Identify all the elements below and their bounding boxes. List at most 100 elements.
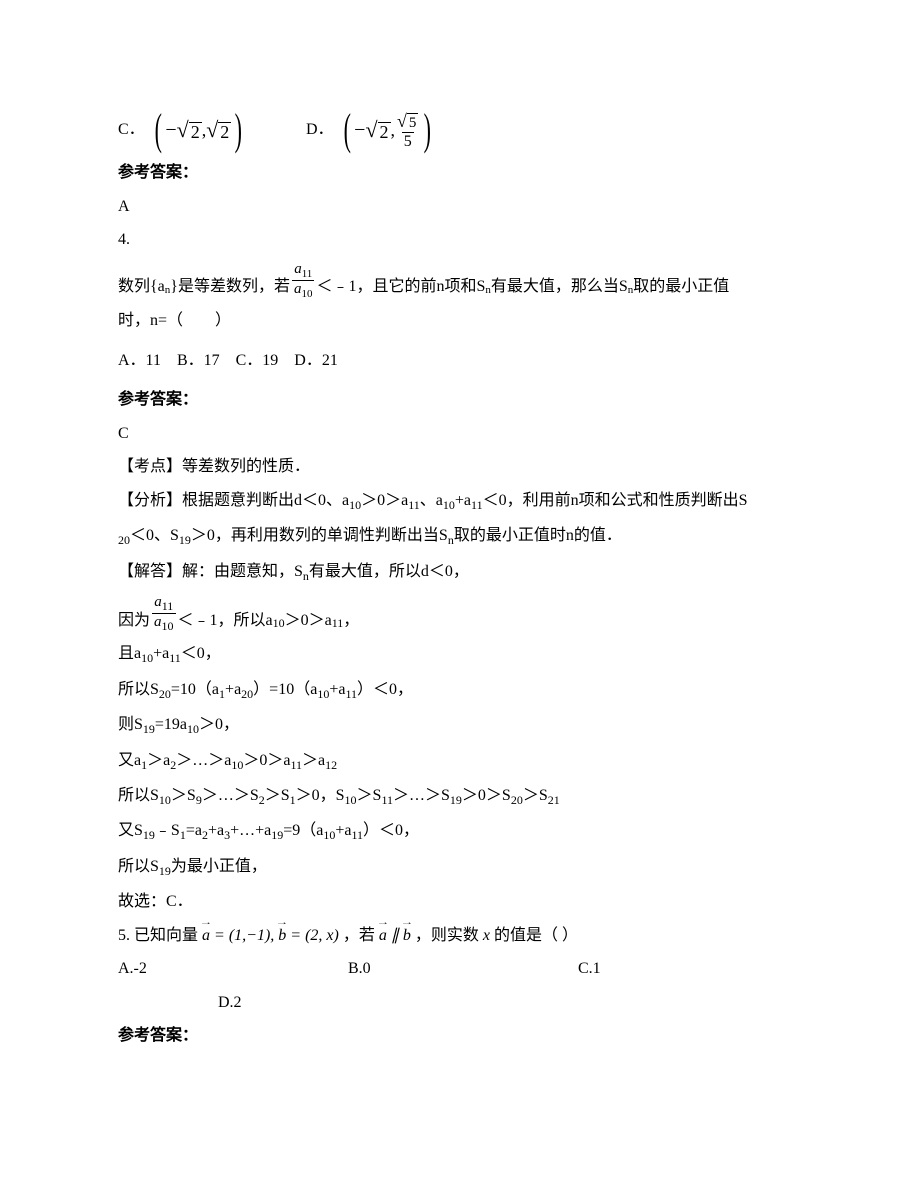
jl5b: =19a bbox=[155, 716, 187, 733]
fl2c: 取的最小正值时n的值． bbox=[454, 527, 622, 544]
q4-number: 4. bbox=[118, 227, 810, 253]
q4-jieda-l1: 【解答】解：由题意知，Sn有最大值，所以d＜0， bbox=[118, 559, 810, 586]
jl6s5: 12 bbox=[325, 758, 337, 772]
q5-x: x bbox=[479, 927, 494, 944]
jl3s1: 10 bbox=[141, 652, 153, 666]
jl3s2: 11 bbox=[169, 652, 181, 666]
jl7s5: 10 bbox=[345, 793, 357, 807]
q4-stem-line2: 时，n=（ ） bbox=[118, 308, 810, 334]
q5-vec-a2: a bbox=[379, 923, 387, 949]
fenxi-t1: 根据题意判断出d＜0、a bbox=[182, 492, 349, 509]
jl5a: 则S bbox=[118, 716, 143, 733]
jl2fds: 10 bbox=[162, 619, 174, 633]
q4-jieda-l6: 又a1＞a2＞…＞a10＞0＞a11＞a12 bbox=[118, 748, 810, 775]
jl2s2: 11 bbox=[332, 614, 344, 633]
jl5c: ＞0， bbox=[199, 716, 239, 733]
jl6d: ＞0＞a bbox=[243, 752, 290, 769]
q4-options: A．11 B．17 C．19 D．21 bbox=[118, 348, 810, 374]
q5-sb: ，若 bbox=[343, 927, 375, 944]
fl2s2: 19 bbox=[179, 534, 191, 548]
jl8g: +a bbox=[335, 822, 351, 839]
jl2c: ＞0＞a bbox=[285, 608, 332, 634]
jl2d: ， bbox=[343, 608, 359, 634]
q3-opt-d-interval: ( − √2 , √5 5 ) bbox=[340, 108, 436, 152]
q5-sa: 已知向量 bbox=[134, 927, 198, 944]
jl4a: 所以S bbox=[118, 681, 159, 698]
q5-vec-b: b bbox=[278, 923, 286, 949]
q5-eqa: = (1,−1), bbox=[210, 927, 278, 944]
jl2-frac: a11 a10 bbox=[152, 594, 176, 633]
q4-frac-num-sub: 11 bbox=[302, 268, 313, 280]
jl4b: =10（a bbox=[171, 681, 219, 698]
jl8h: ）＜0， bbox=[363, 822, 419, 839]
fs4: 11 bbox=[471, 498, 483, 512]
q3-opt-c-interval: ( − √2 , √2 ) bbox=[151, 108, 246, 152]
fs1: 10 bbox=[349, 498, 361, 512]
jl7s6: 11 bbox=[381, 793, 393, 807]
jl7f: ＞S bbox=[357, 787, 382, 804]
q4-answer-heading: 参考答案： bbox=[118, 387, 810, 413]
jl4e: +a bbox=[329, 681, 345, 698]
jl8c: =a bbox=[186, 822, 202, 839]
q5-opt-a: A.-2 bbox=[118, 956, 348, 982]
jl8s1: 19 bbox=[143, 829, 155, 843]
jl7d: ＞S bbox=[265, 787, 290, 804]
jl4c: +a bbox=[225, 681, 241, 698]
jl8e: +…+a bbox=[230, 822, 271, 839]
fenxi-t1e: ＜0，利用前n项和公式和性质判断出S bbox=[483, 492, 748, 509]
q3-options-cd: C． ( − √2 , √2 ) D． ( − √2 , √5 5 ) bbox=[118, 108, 810, 152]
q4-jieda-l2: 因为 a11 a10 ＜﹣1，所以a10＞0＞a11， bbox=[118, 594, 810, 633]
q5-answer-heading: 参考答案： bbox=[118, 1023, 810, 1049]
jl2fns: 11 bbox=[162, 599, 174, 613]
jl4f: ）＜0， bbox=[357, 681, 413, 698]
q4-stem-p2b: 有最大值，那么当S bbox=[491, 274, 628, 300]
jl4s4: 10 bbox=[317, 687, 329, 701]
q4-stem-p1: 数列{a bbox=[118, 274, 165, 300]
jl3c: ＜0， bbox=[181, 645, 221, 662]
jl9b: 为最小正值， bbox=[171, 858, 267, 875]
q3-opt-d-label: D． bbox=[306, 117, 334, 143]
q4-fraction-a11-a10: a11 a10 bbox=[292, 261, 315, 300]
jl8b: ﹣S bbox=[155, 822, 180, 839]
fenxi-label: 【分析】 bbox=[118, 492, 182, 509]
q3-answer-heading: 参考答案： bbox=[118, 160, 810, 186]
jl9s1: 19 bbox=[159, 864, 171, 878]
q5-num: 5. bbox=[118, 927, 134, 944]
jl1a: 解：由题意知，S bbox=[182, 563, 303, 580]
kaodian-label: 【考点】 bbox=[118, 458, 182, 475]
q4-stem-p2: ＜﹣1，且它的前n项和S bbox=[316, 274, 485, 300]
jl7s7: 19 bbox=[450, 793, 462, 807]
q5-options-row1: A.-2 B.0 C.1 bbox=[118, 956, 810, 982]
q4-jieda-l3: 且a10+a11＜0， bbox=[118, 641, 810, 668]
jl7b: ＞S bbox=[171, 787, 196, 804]
jl2fn: a bbox=[154, 594, 162, 610]
jl6a: 又a bbox=[118, 752, 141, 769]
kaodian-text: 等差数列的性质． bbox=[182, 458, 310, 475]
q4-jieda-l7: 所以S10＞S9＞…＞S2＞S1＞0，S10＞S11＞…＞S19＞0＞S20＞S… bbox=[118, 783, 810, 810]
q5-par: ∥ bbox=[387, 927, 403, 944]
jl7i: ＞S bbox=[523, 787, 548, 804]
jl8s7: 11 bbox=[351, 829, 363, 843]
jl8a: 又S bbox=[118, 822, 143, 839]
jl3a: 且a bbox=[118, 645, 141, 662]
q3-opt-c-label: C． bbox=[118, 117, 145, 143]
fl2a: ＜0、S bbox=[130, 527, 179, 544]
q4-jieda-l9: 所以S19为最小正值， bbox=[118, 854, 810, 881]
jl7h: ＞0＞S bbox=[462, 787, 511, 804]
q4-stem-p2c: 取的最小正值 bbox=[633, 274, 729, 300]
jl8d: +a bbox=[208, 822, 224, 839]
jl2a: 因为 bbox=[118, 608, 150, 634]
jl7a: 所以S bbox=[118, 787, 159, 804]
fs3: 10 bbox=[443, 498, 455, 512]
q4-frac-num-a: a bbox=[294, 261, 302, 277]
jl3b: +a bbox=[153, 645, 169, 662]
jl8f: =9（a bbox=[283, 822, 323, 839]
jl2fd: a bbox=[154, 614, 162, 630]
q5-sd: 的值是（ ） bbox=[494, 927, 578, 944]
jl7s1: 10 bbox=[159, 793, 171, 807]
jl6c: ＞…＞a bbox=[176, 752, 231, 769]
jl4s5: 11 bbox=[345, 687, 357, 701]
q4-jieda-l4: 所以S20=10（a1+a20）=10（a10+a11）＜0， bbox=[118, 677, 810, 704]
jl5s1: 19 bbox=[143, 722, 155, 736]
q4-jieda-l8: 又S19﹣S1=a2+a3+…+a19=9（a10+a11）＜0， bbox=[118, 818, 810, 845]
